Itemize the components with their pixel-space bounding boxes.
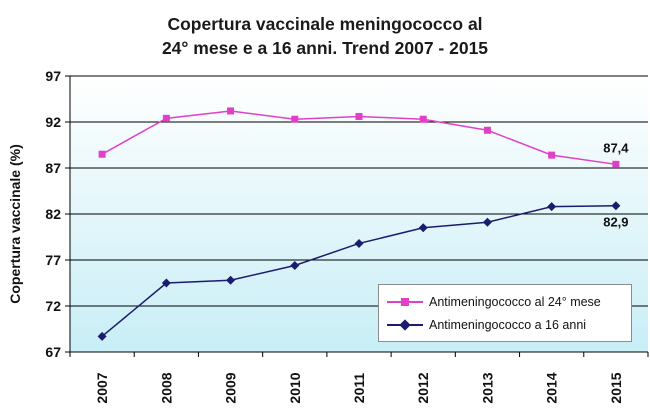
x-tick-label-2009: 2009 (223, 372, 239, 403)
data-point (227, 107, 235, 115)
data-point (98, 150, 106, 158)
data-point (548, 151, 556, 159)
data-point (483, 126, 491, 134)
data-point (291, 115, 299, 123)
x-tick-label-2013: 2013 (479, 372, 495, 403)
data-labels: 87,4 82,9 (603, 140, 629, 229)
y-tick-label: 87 (45, 160, 61, 176)
data-point (290, 261, 300, 271)
x-tick-label-2014: 2014 (544, 372, 560, 403)
chart-title: Copertura vaccinale meningococco al 24° … (0, 12, 650, 60)
legend-swatch-16-anni (387, 319, 423, 331)
x-tick-label-2008: 2008 (158, 372, 174, 403)
legend-label-24-mese: Antimeningococco al 24° mese (429, 295, 601, 309)
data-label-series-0: 87,4 (603, 140, 629, 155)
y-tick-label: 77 (45, 252, 61, 268)
data-point (418, 223, 428, 233)
data-point (162, 114, 170, 122)
y-tick-label: 97 (45, 68, 61, 84)
y-tick-label: 92 (45, 114, 61, 130)
data-point (97, 331, 107, 341)
data-point (161, 278, 171, 288)
data-label-series-1: 82,9 (603, 215, 628, 230)
data-point (611, 201, 621, 211)
data-point (355, 112, 363, 120)
y-tick-label: 82 (45, 206, 61, 222)
data-point (547, 202, 557, 212)
series (97, 107, 621, 341)
legend-label-16-anni: Antimeningococco a 16 anni (429, 318, 587, 332)
y-axis-label: Copertura vaccinale (%) (7, 144, 23, 304)
data-point (354, 238, 364, 248)
y-tick-label: 67 (45, 344, 61, 360)
data-point (226, 275, 236, 285)
x-tick-label-2015: 2015 (608, 372, 624, 403)
axes: 67 72 77 82 87 92 97 2007 2008 2009 2010 2011 2012 20… (45, 68, 649, 404)
gridlines (70, 75, 648, 353)
data-point (482, 217, 492, 227)
legend-item-24-mese: Antimeningococco al 24° mese (387, 293, 601, 311)
x-tick-label-2010: 2010 (287, 372, 303, 403)
legend: Antimeningococco al 24° mese Antimeningo… (378, 284, 632, 342)
x-tick-label-2007: 2007 (94, 372, 110, 403)
data-point (612, 160, 620, 168)
y-tick-label: 72 (45, 298, 61, 314)
chart-title-line-1: Copertura vaccinale meningococco al (167, 14, 483, 34)
legend-item-16-anni: Antimeningococco a 16 anni (387, 316, 586, 334)
x-tick-label-2011: 2011 (351, 373, 367, 404)
data-point (419, 115, 427, 123)
chart-title-line-2: 24° mese e a 16 anni. Trend 2007 - 2015 (161, 38, 489, 58)
legend-swatch-24-mese (387, 296, 423, 308)
x-tick-label-2012: 2012 (415, 372, 431, 403)
